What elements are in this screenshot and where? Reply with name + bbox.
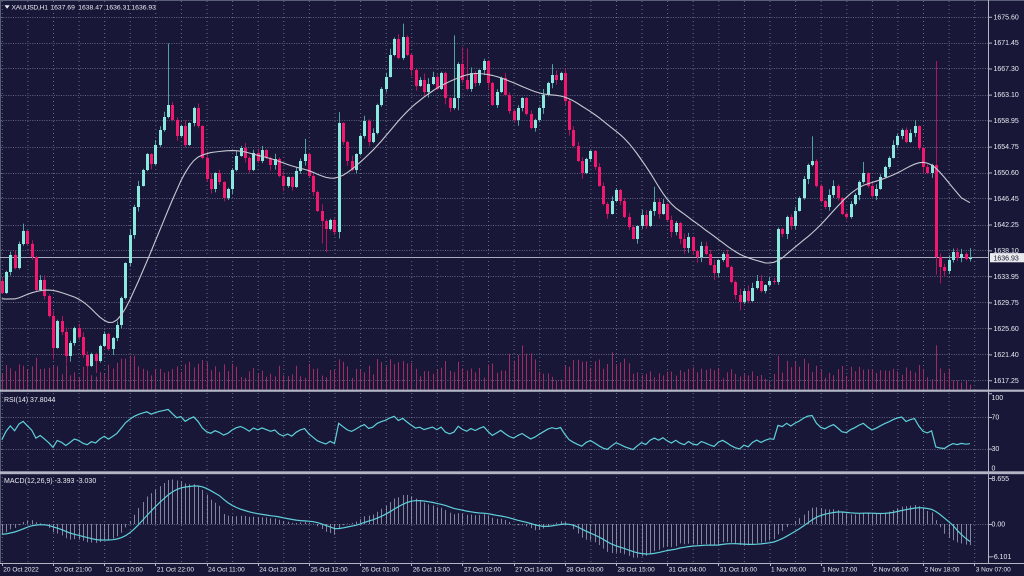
svg-text:XAUUSD,H1: XAUUSD,H1 <box>12 4 49 11</box>
svg-text:31 Oct 04:00: 31 Oct 04:00 <box>669 567 707 574</box>
svg-text:27 Oct 14:00: 27 Oct 14:00 <box>515 567 553 574</box>
svg-text:1646.45: 1646.45 <box>994 196 1019 203</box>
svg-text:0: 0 <box>992 465 996 472</box>
svg-text:31 Oct 16:00: 31 Oct 16:00 <box>720 567 758 574</box>
svg-text:30: 30 <box>992 446 1000 453</box>
svg-text:21 Oct 10:00: 21 Oct 10:00 <box>106 567 144 574</box>
svg-text:-6.101: -6.101 <box>992 554 1012 561</box>
svg-text:26 Oct 01:00: 26 Oct 01:00 <box>362 567 400 574</box>
svg-text:1675.60: 1675.60 <box>994 14 1019 21</box>
svg-text:1638.47: 1638.47 <box>78 4 103 11</box>
svg-text:28 Oct 03:00: 28 Oct 03:00 <box>566 567 604 574</box>
svg-text:1642.25: 1642.25 <box>994 222 1019 229</box>
svg-text:MACD(12,26,9) -3.393 -3.030: MACD(12,26,9) -3.393 -3.030 <box>4 478 96 485</box>
svg-text:1638.10: 1638.10 <box>994 248 1019 255</box>
svg-text:1658.95: 1658.95 <box>994 118 1019 125</box>
svg-text:1 Nov 17:00: 1 Nov 17:00 <box>822 567 857 574</box>
svg-text:1617.25: 1617.25 <box>994 378 1019 385</box>
svg-text:1625.60: 1625.60 <box>994 326 1019 333</box>
svg-text:8.655: 8.655 <box>992 476 1010 483</box>
svg-text:1650.60: 1650.60 <box>994 170 1019 177</box>
svg-text:27 Oct 02:00: 27 Oct 02:00 <box>464 567 502 574</box>
svg-text:28 Oct 15:00: 28 Oct 15:00 <box>618 567 656 574</box>
svg-text:1667.30: 1667.30 <box>994 66 1019 73</box>
svg-text:25 Oct 12:00: 25 Oct 12:00 <box>310 567 348 574</box>
svg-text:24 Oct 11:00: 24 Oct 11:00 <box>208 567 245 574</box>
svg-text:1633.95: 1633.95 <box>994 274 1019 281</box>
svg-text:0.00: 0.00 <box>992 522 1006 529</box>
svg-text:100: 100 <box>992 395 1004 402</box>
svg-text:1 Nov 05:00: 1 Nov 05:00 <box>771 567 806 574</box>
svg-text:2 Nov 06:00: 2 Nov 06:00 <box>873 567 908 574</box>
svg-text:1671.45: 1671.45 <box>994 40 1019 47</box>
svg-text:1663.10: 1663.10 <box>994 92 1019 99</box>
svg-text:1621.40: 1621.40 <box>994 352 1019 359</box>
svg-text:RSI(14) 37.8044: RSI(14) 37.8044 <box>4 397 55 404</box>
svg-text:26 Oct 13:00: 26 Oct 13:00 <box>413 567 451 574</box>
svg-text:1636.93: 1636.93 <box>131 4 156 11</box>
svg-text:20 Oct 21:00: 20 Oct 21:00 <box>55 567 93 574</box>
svg-text:1637.69: 1637.69 <box>50 4 75 11</box>
svg-text:1636.93: 1636.93 <box>994 255 1019 262</box>
svg-text:1654.75: 1654.75 <box>994 144 1019 151</box>
svg-text:20 Oct 2022: 20 Oct 2022 <box>3 567 39 574</box>
svg-text:21 Oct 22:00: 21 Oct 22:00 <box>157 567 195 574</box>
svg-text:1629.75: 1629.75 <box>994 300 1019 307</box>
svg-text:3 Nov 07:00: 3 Nov 07:00 <box>976 567 1011 574</box>
svg-text:1636.31: 1636.31 <box>106 4 131 11</box>
svg-text:24 Oct 23:00: 24 Oct 23:00 <box>259 567 297 574</box>
svg-text:2 Nov 18:00: 2 Nov 18:00 <box>925 567 960 574</box>
svg-text:70: 70 <box>992 415 1000 422</box>
